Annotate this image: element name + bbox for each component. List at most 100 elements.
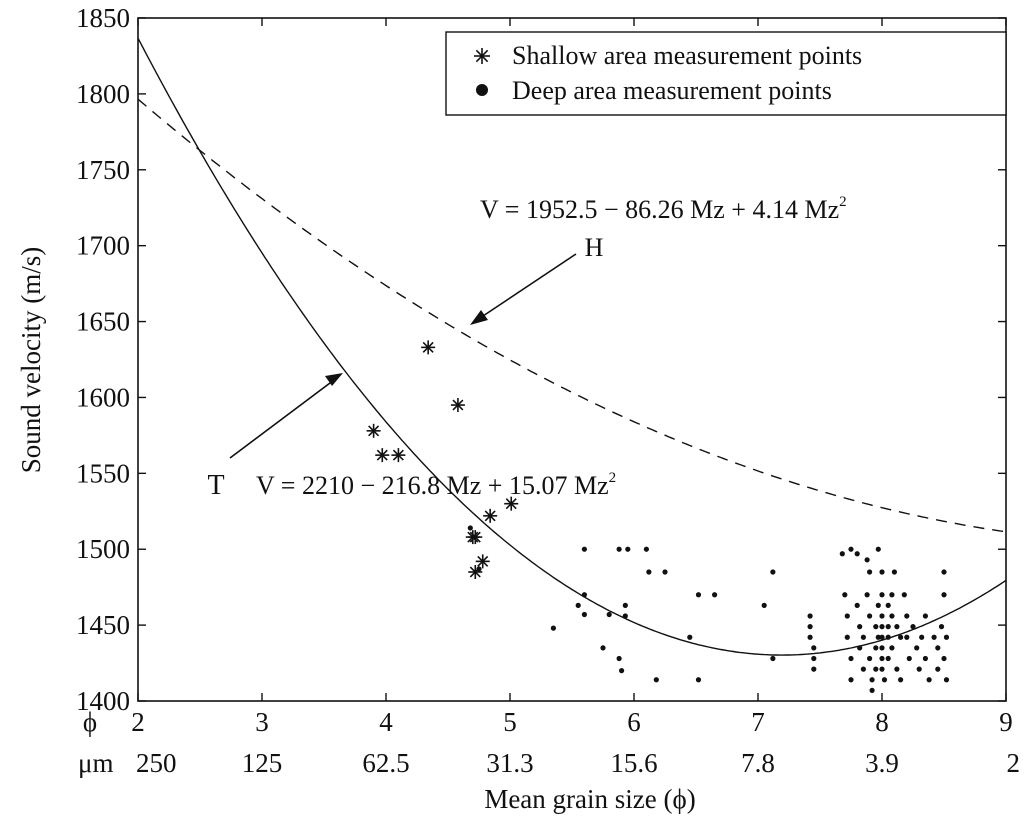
deep-point	[943, 634, 950, 640]
curve-label-h: H	[585, 233, 604, 262]
deep-point	[879, 613, 885, 619]
curve-t	[137, 37, 1007, 656]
deep-point	[891, 569, 898, 575]
deep-point	[848, 655, 854, 662]
deep-point	[879, 645, 885, 651]
deep-point	[467, 525, 473, 531]
x-tick-label: 2	[131, 707, 145, 737]
x-tick-label: 6	[627, 707, 641, 737]
y-axis-label: Sound velocity (m/s)	[16, 247, 46, 473]
deep-point	[811, 645, 817, 651]
deep-point	[867, 569, 873, 575]
deep-point	[695, 677, 702, 683]
deep-point	[906, 655, 912, 662]
deep-point	[914, 645, 920, 651]
shallow-point	[375, 448, 390, 463]
deep-point	[476, 566, 482, 572]
deep-point	[687, 634, 693, 640]
deep-point	[869, 677, 875, 683]
deep-point	[904, 613, 910, 619]
shallow-point	[450, 398, 465, 413]
deep-point	[867, 613, 873, 619]
legend-asterisk-icon	[474, 48, 490, 64]
deep-point	[842, 592, 848, 598]
deep-point	[616, 655, 622, 662]
deep-point	[935, 645, 941, 651]
deep-point	[807, 613, 813, 619]
deep-point	[869, 687, 875, 693]
deep-point	[879, 592, 885, 598]
plot-frame	[137, 17, 1007, 702]
x-tick-label: 4	[379, 707, 393, 737]
deep-point	[904, 634, 910, 640]
equation-h: V = 1952.5 − 86.26 Mz + 4.14 Mz2	[480, 194, 847, 224]
um-row-label: μm	[78, 748, 113, 778]
deep-point	[844, 634, 850, 640]
deep-point	[881, 677, 888, 683]
deep-point	[885, 655, 891, 662]
deep-point	[622, 602, 628, 608]
y-tick-label: 1700	[76, 231, 130, 261]
curve-h	[137, 98, 1007, 533]
shallow-point	[504, 496, 519, 511]
y-tick-label: 1600	[76, 382, 130, 412]
deep-point	[848, 677, 854, 683]
deep-point	[916, 666, 922, 672]
legend-entry-shallow: Shallow area measurement points	[512, 41, 862, 70]
deep-point	[653, 677, 659, 683]
um-tick-label: 125	[242, 748, 283, 778]
deep-point	[581, 546, 588, 552]
um-tick-label: 7.8	[741, 748, 775, 778]
shallow-point	[391, 448, 406, 463]
x-tick-label: 7	[751, 707, 765, 737]
deep-point	[646, 569, 652, 575]
x-axis-label: Mean grain size (ϕ)	[484, 784, 695, 814]
deep-point	[864, 592, 870, 598]
legend-dot-icon	[476, 84, 488, 96]
y-tick-label: 1800	[76, 79, 130, 109]
deep-point	[901, 592, 907, 598]
deep-point	[898, 634, 904, 640]
deep-point	[811, 655, 817, 662]
deep-point	[894, 624, 900, 630]
deep-point	[662, 569, 668, 575]
arrow-to-h-curve	[470, 253, 577, 325]
deep-point	[643, 546, 650, 552]
um-tick-label: 2	[1007, 748, 1021, 778]
deep-point	[867, 655, 873, 662]
legend: Shallow area measurement points Deep are…	[445, 31, 1007, 116]
shallow-point	[483, 508, 498, 523]
arrow-to-t-curve	[229, 373, 343, 459]
legend-box	[445, 31, 1007, 116]
x-tick-label: 5	[503, 707, 517, 737]
deep-point	[622, 613, 628, 619]
deep-point	[857, 645, 863, 651]
deep-point	[807, 624, 813, 630]
deep-point	[712, 592, 718, 598]
deep-point	[581, 592, 588, 598]
phi-row-label: ϕ	[83, 707, 97, 737]
deep-point	[854, 602, 860, 608]
y-tick-label: 1400	[76, 686, 130, 716]
deep-point	[619, 668, 625, 674]
deep-point	[854, 551, 860, 557]
deep-point	[606, 611, 612, 618]
deep-point	[885, 602, 891, 608]
x-tick-label: 8	[875, 707, 889, 737]
equation-h-text: V = 1952.5 − 86.26 Mz + 4.14 Mz	[480, 195, 839, 224]
shallow-point	[421, 340, 436, 355]
deep-point	[885, 624, 891, 630]
deep-point	[811, 666, 817, 672]
deep-point	[695, 592, 702, 598]
deep-point	[761, 602, 767, 608]
deep-point	[857, 624, 863, 630]
um-tick-label: 31.3	[486, 748, 533, 778]
deep-point	[844, 613, 850, 619]
deep-point	[581, 611, 588, 618]
deep-point	[550, 625, 557, 631]
deep-point	[770, 569, 776, 575]
fit-curves	[137, 37, 1007, 656]
deep-point	[875, 602, 881, 608]
shallow-point	[366, 423, 381, 438]
